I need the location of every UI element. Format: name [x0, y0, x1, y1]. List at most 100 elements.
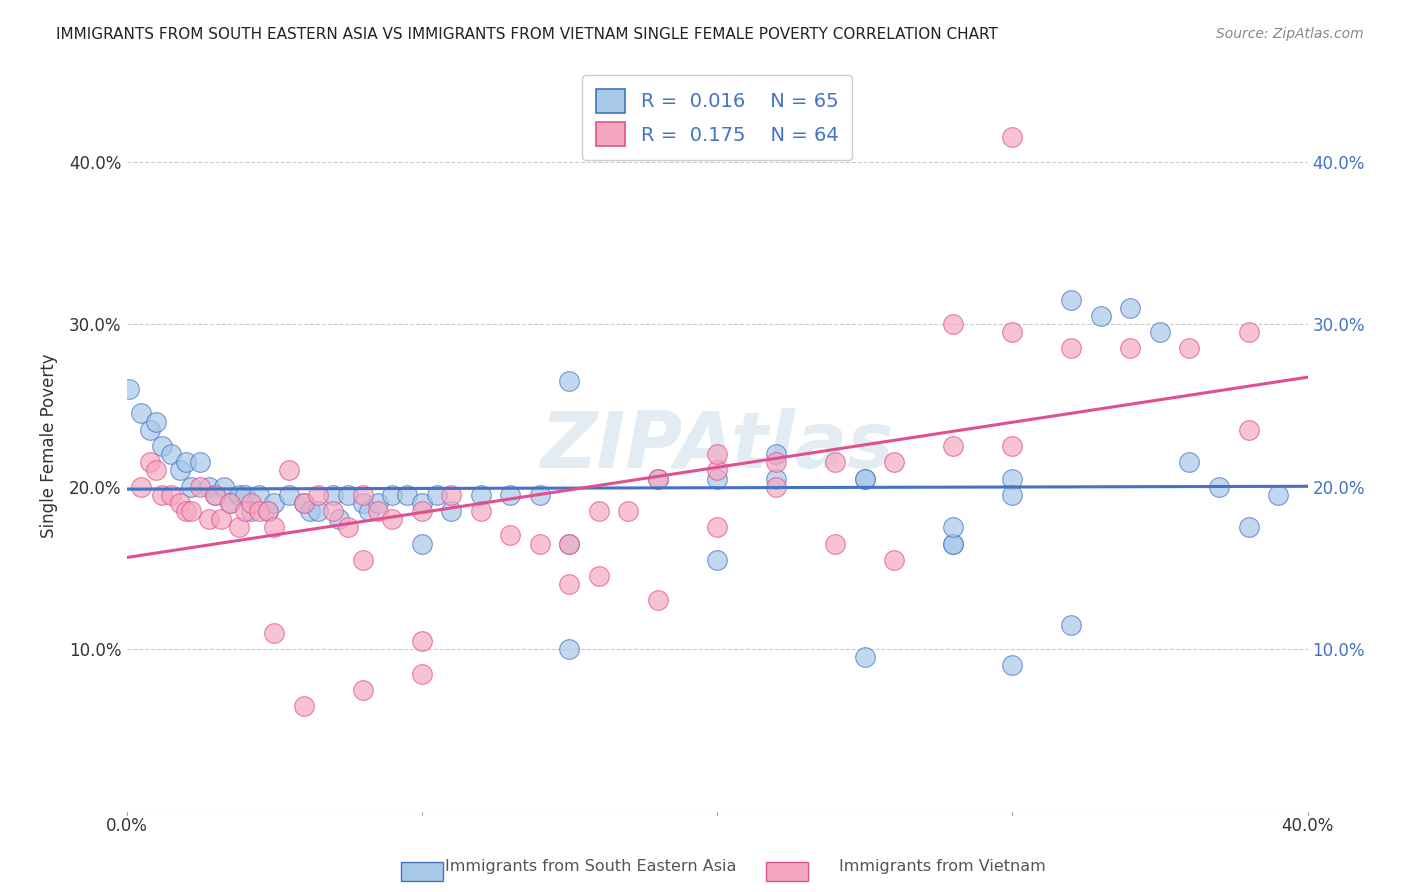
Point	[588, 504, 610, 518]
Point	[352, 682, 374, 697]
Point	[942, 536, 965, 550]
Point	[558, 536, 581, 550]
Point	[883, 553, 905, 567]
Point	[180, 480, 202, 494]
Point	[139, 455, 162, 469]
Point	[263, 520, 285, 534]
Point	[942, 520, 965, 534]
Point	[118, 382, 141, 396]
Point	[219, 496, 242, 510]
Point	[499, 488, 522, 502]
Point	[233, 504, 256, 518]
Point	[145, 415, 167, 429]
Point	[396, 488, 419, 502]
Point	[169, 496, 191, 510]
Point	[617, 504, 640, 518]
Point	[249, 488, 271, 502]
Point	[883, 455, 905, 469]
Point	[204, 488, 226, 502]
Point	[150, 439, 173, 453]
Point	[499, 528, 522, 542]
Point	[322, 504, 344, 518]
Point	[1090, 309, 1112, 323]
Point	[188, 455, 212, 469]
Point	[292, 496, 315, 510]
Point	[558, 642, 581, 657]
Point	[367, 496, 389, 510]
Point	[249, 504, 271, 518]
Point	[328, 512, 350, 526]
Point	[1001, 130, 1024, 145]
Point	[706, 520, 728, 534]
Point	[1060, 293, 1083, 307]
Point	[529, 536, 551, 550]
Point	[1237, 520, 1260, 534]
Point	[257, 504, 280, 518]
Point	[263, 626, 285, 640]
Point	[558, 577, 581, 591]
Point	[411, 536, 433, 550]
Point	[706, 463, 728, 477]
Point	[233, 488, 256, 502]
Point	[1267, 488, 1289, 502]
Text: Immigrants from South Eastern Asia: Immigrants from South Eastern Asia	[444, 859, 737, 874]
Text: Source: ZipAtlas.com: Source: ZipAtlas.com	[1216, 27, 1364, 41]
Point	[278, 463, 301, 477]
Point	[198, 480, 221, 494]
Point	[204, 488, 226, 502]
Point	[198, 512, 221, 526]
Point	[381, 512, 404, 526]
Point	[1001, 658, 1024, 673]
Point	[1001, 471, 1024, 485]
Point	[219, 496, 242, 510]
Point	[1178, 455, 1201, 469]
Point	[765, 480, 787, 494]
Point	[188, 480, 212, 494]
Point	[160, 447, 183, 461]
Point	[308, 488, 330, 502]
Point	[647, 471, 669, 485]
Point	[129, 407, 153, 421]
Point	[470, 504, 492, 518]
Point	[853, 471, 876, 485]
Point	[337, 520, 360, 534]
Point	[411, 504, 433, 518]
Point	[411, 496, 433, 510]
Point	[129, 480, 153, 494]
Point	[263, 496, 285, 510]
Point	[706, 471, 728, 485]
Point	[1237, 423, 1260, 437]
Point	[139, 423, 162, 437]
Point	[706, 447, 728, 461]
Point	[228, 488, 250, 502]
Point	[853, 650, 876, 665]
Point	[160, 488, 183, 502]
Point	[824, 536, 846, 550]
Point	[558, 536, 581, 550]
Text: IMMIGRANTS FROM SOUTH EASTERN ASIA VS IMMIGRANTS FROM VIETNAM SINGLE FEMALE POVE: IMMIGRANTS FROM SOUTH EASTERN ASIA VS IM…	[56, 27, 998, 42]
Point	[150, 488, 173, 502]
Point	[1178, 342, 1201, 356]
Point	[1237, 325, 1260, 339]
Point	[145, 463, 167, 477]
Point	[367, 504, 389, 518]
Point	[1119, 301, 1142, 315]
Point	[1119, 342, 1142, 356]
Point	[292, 699, 315, 714]
Point	[440, 488, 463, 502]
Point	[647, 593, 669, 607]
Point	[352, 496, 374, 510]
Point	[588, 569, 610, 583]
Point	[292, 496, 315, 510]
Point	[308, 504, 330, 518]
Legend: R =  0.016    N = 65, R =  0.175    N = 64: R = 0.016 N = 65, R = 0.175 N = 64	[582, 75, 852, 160]
Point	[1060, 342, 1083, 356]
Point	[1001, 439, 1024, 453]
Point	[765, 471, 787, 485]
Point	[1208, 480, 1230, 494]
Point	[411, 634, 433, 648]
Point	[352, 553, 374, 567]
Point	[1001, 325, 1024, 339]
Point	[257, 504, 280, 518]
Point	[647, 471, 669, 485]
